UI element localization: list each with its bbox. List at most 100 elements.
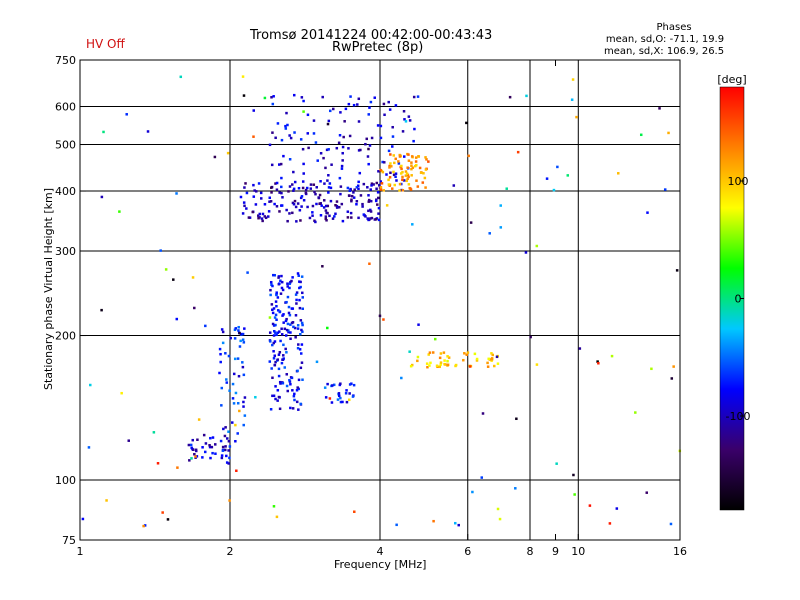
echo-point (269, 280, 273, 284)
echo-point (395, 523, 398, 527)
echo-point (243, 396, 247, 399)
echo-point (179, 75, 183, 79)
echo-point (515, 417, 518, 421)
echo-point (319, 214, 323, 217)
echo-point (228, 445, 232, 448)
echo-point (491, 353, 494, 357)
echo-point (288, 286, 291, 290)
phase-stats-x: mean, sd,X: 106.9, 26.5 (604, 46, 725, 57)
echo-point (295, 302, 298, 305)
echo-point (100, 308, 103, 312)
echo-point (375, 187, 378, 191)
echo-point (227, 439, 231, 443)
echo-point (341, 159, 344, 162)
echo-point (166, 518, 170, 521)
echo-point (406, 166, 409, 169)
echo-point (191, 448, 195, 451)
echo-point (408, 119, 412, 122)
echo-point (289, 406, 292, 410)
echo-point (237, 329, 240, 332)
echo-point (315, 202, 318, 206)
echo-point (299, 196, 303, 200)
echo-point (146, 130, 150, 133)
echo-point (191, 276, 195, 279)
echo-point (276, 331, 280, 334)
echo-point (272, 307, 276, 310)
echo-point (272, 350, 275, 353)
echo-point (231, 421, 234, 424)
echo-point (355, 200, 359, 203)
echo-point (392, 170, 395, 174)
echo-point (412, 139, 415, 143)
echo-point (394, 172, 398, 175)
echo-point (219, 439, 223, 443)
echo-point (395, 179, 398, 182)
echo-point (499, 226, 503, 229)
echo-point (422, 171, 425, 175)
echo-point (269, 293, 272, 297)
echo-point (295, 389, 299, 392)
echo-point (525, 94, 528, 98)
echo-point (675, 269, 679, 272)
echo-point (270, 303, 274, 306)
echo-point (277, 163, 281, 166)
echo-point (328, 397, 332, 400)
echo-point (407, 159, 411, 162)
echo-point (391, 145, 394, 148)
echo-point (211, 451, 214, 455)
echo-point (443, 359, 446, 362)
echo-point (393, 183, 396, 187)
echo-point (313, 190, 316, 194)
echo-point (311, 211, 314, 214)
echo-point (357, 97, 361, 101)
echo-point (284, 127, 288, 130)
echo-point (300, 205, 303, 208)
echo-point (667, 131, 670, 135)
echo-point (247, 216, 251, 219)
echo-point (300, 321, 304, 325)
echo-point (323, 386, 327, 389)
echo-point (220, 404, 223, 407)
echo-point (341, 400, 344, 404)
echo-point (357, 187, 360, 191)
echo-point (278, 310, 282, 314)
echo-point (239, 339, 242, 343)
echo-point (282, 154, 285, 158)
echo-point (372, 183, 375, 186)
echo-point (380, 182, 384, 185)
echo-point (397, 160, 400, 163)
echo-point (376, 191, 380, 194)
echo-point (325, 148, 329, 152)
echo-point (241, 332, 245, 336)
echo-point (283, 366, 287, 369)
echo-point (328, 182, 332, 185)
echo-point (324, 215, 328, 218)
echo-point (243, 186, 246, 189)
echo-point (347, 102, 351, 106)
echo-point (255, 190, 258, 193)
echo-point (224, 426, 227, 429)
echo-point (433, 337, 437, 341)
echo-point (545, 177, 549, 180)
echo-point (272, 95, 275, 98)
echo-point (370, 184, 373, 187)
echo-point (342, 135, 345, 139)
echo-point (645, 491, 649, 494)
echo-point (361, 205, 364, 208)
echo-point (425, 362, 429, 365)
echo-point (382, 161, 386, 164)
echo-point (292, 202, 296, 206)
echo-point (197, 418, 201, 421)
echo-point (221, 445, 225, 449)
echo-point (343, 120, 346, 123)
echo-point (296, 346, 300, 350)
echo-point (312, 119, 316, 122)
echo-point (424, 156, 427, 159)
echo-point (301, 291, 304, 295)
echo-point (524, 251, 528, 254)
echo-point (293, 392, 296, 396)
echo-point (319, 152, 323, 155)
echo-point (274, 313, 278, 317)
echo-point (252, 135, 255, 138)
echo-point (229, 336, 232, 340)
